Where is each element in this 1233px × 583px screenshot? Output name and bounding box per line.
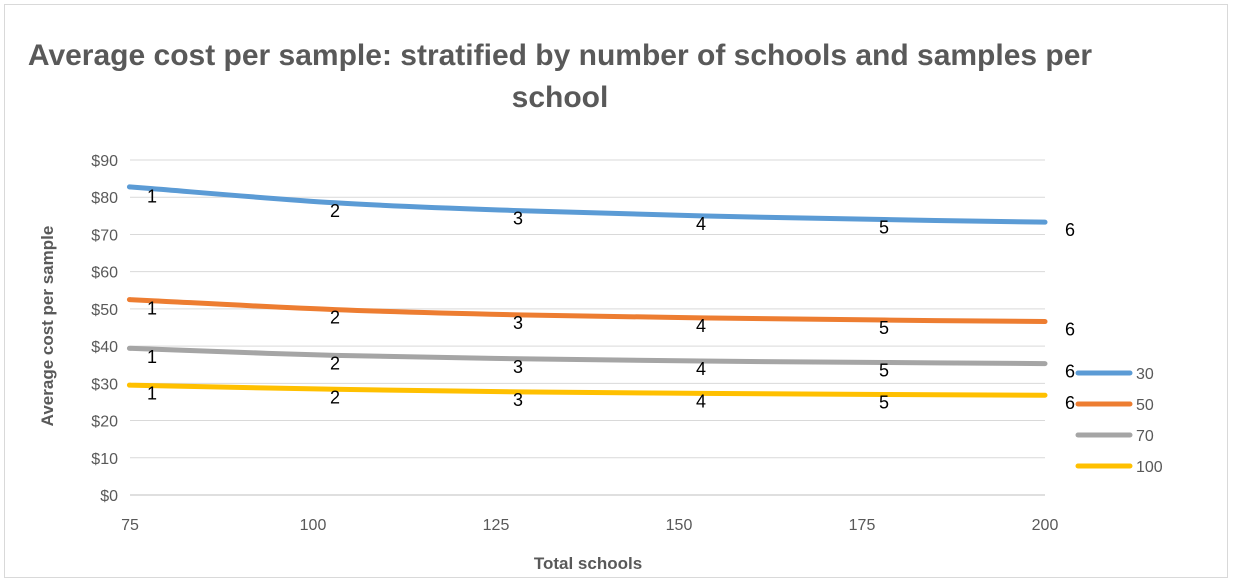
y-tick-label: $30: [91, 376, 118, 393]
x-tick-label: 200: [1032, 517, 1059, 534]
data-label: 5: [879, 318, 889, 338]
y-tick-label: $0: [100, 488, 118, 505]
series-line-100: [127, 382, 1048, 398]
data-label: 5: [879, 393, 889, 413]
data-label: 2: [330, 387, 340, 407]
series-lines: [127, 184, 1048, 398]
data-label: 3: [513, 209, 523, 229]
legend: 30 50 70 100: [1075, 366, 1163, 476]
series-line-70: [127, 345, 1048, 367]
data-label: 4: [696, 316, 706, 336]
data-label: 1: [147, 187, 157, 207]
x-tick-label: 75: [121, 517, 139, 534]
data-label: 6: [1065, 320, 1075, 340]
data-label: 6: [1065, 220, 1075, 240]
data-label: 6: [1065, 362, 1075, 382]
data-label: 3: [513, 390, 523, 410]
data-label: 1: [147, 347, 157, 367]
chart-title-line-1: Average cost per sample: stratified by n…: [28, 39, 1093, 72]
data-label: 3: [513, 313, 523, 333]
x-tick-label: 125: [483, 517, 510, 534]
y-axis-ticks: $0 $10 $20 $30 $40 $50 $60 $70 $80 $90: [91, 153, 118, 505]
data-label: 2: [330, 308, 340, 328]
y-tick-label: $80: [91, 190, 118, 207]
x-tick-label: 100: [300, 517, 327, 534]
data-label: 3: [513, 357, 523, 377]
data-label: 2: [330, 201, 340, 221]
data-label: 4: [696, 359, 706, 379]
y-tick-label: $70: [91, 227, 118, 244]
y-axis-title: Average cost per sample: [38, 226, 57, 427]
y-tick-label: $40: [91, 339, 118, 356]
data-label: 2: [330, 353, 340, 373]
legend-label: 30: [1136, 366, 1154, 383]
x-tick-label: 175: [849, 517, 876, 534]
y-tick-label: $10: [91, 451, 118, 468]
data-label: 5: [879, 218, 889, 238]
chart-title-line-2: school: [512, 81, 609, 114]
y-tick-label: $50: [91, 302, 118, 319]
x-tick-label: 150: [666, 517, 693, 534]
data-labels: 1 2 3 4 5 6 1 2 3 4 5 6 1 2 3 4 5 6 1 2 3 4 5 6: [147, 187, 1075, 414]
x-axis-ticks: 75 100 125 150 175 200: [121, 517, 1058, 534]
legend-label: 100: [1136, 459, 1163, 476]
y-tick-label: $60: [91, 265, 118, 282]
series-line-30: [127, 184, 1048, 225]
data-label: 4: [696, 214, 706, 234]
data-label: 1: [147, 384, 157, 404]
legend-label: 70: [1136, 428, 1154, 445]
x-axis-title: Total schools: [534, 554, 642, 573]
data-label: 6: [1065, 393, 1075, 413]
legend-label: 50: [1136, 397, 1154, 414]
y-tick-label: $20: [91, 414, 118, 431]
chart-area: [4, 4, 1228, 578]
data-label: 4: [696, 391, 706, 411]
series-line-50: [127, 297, 1048, 325]
data-label: 5: [879, 360, 889, 380]
y-tick-label: $90: [91, 153, 118, 170]
data-label: 1: [147, 299, 157, 319]
